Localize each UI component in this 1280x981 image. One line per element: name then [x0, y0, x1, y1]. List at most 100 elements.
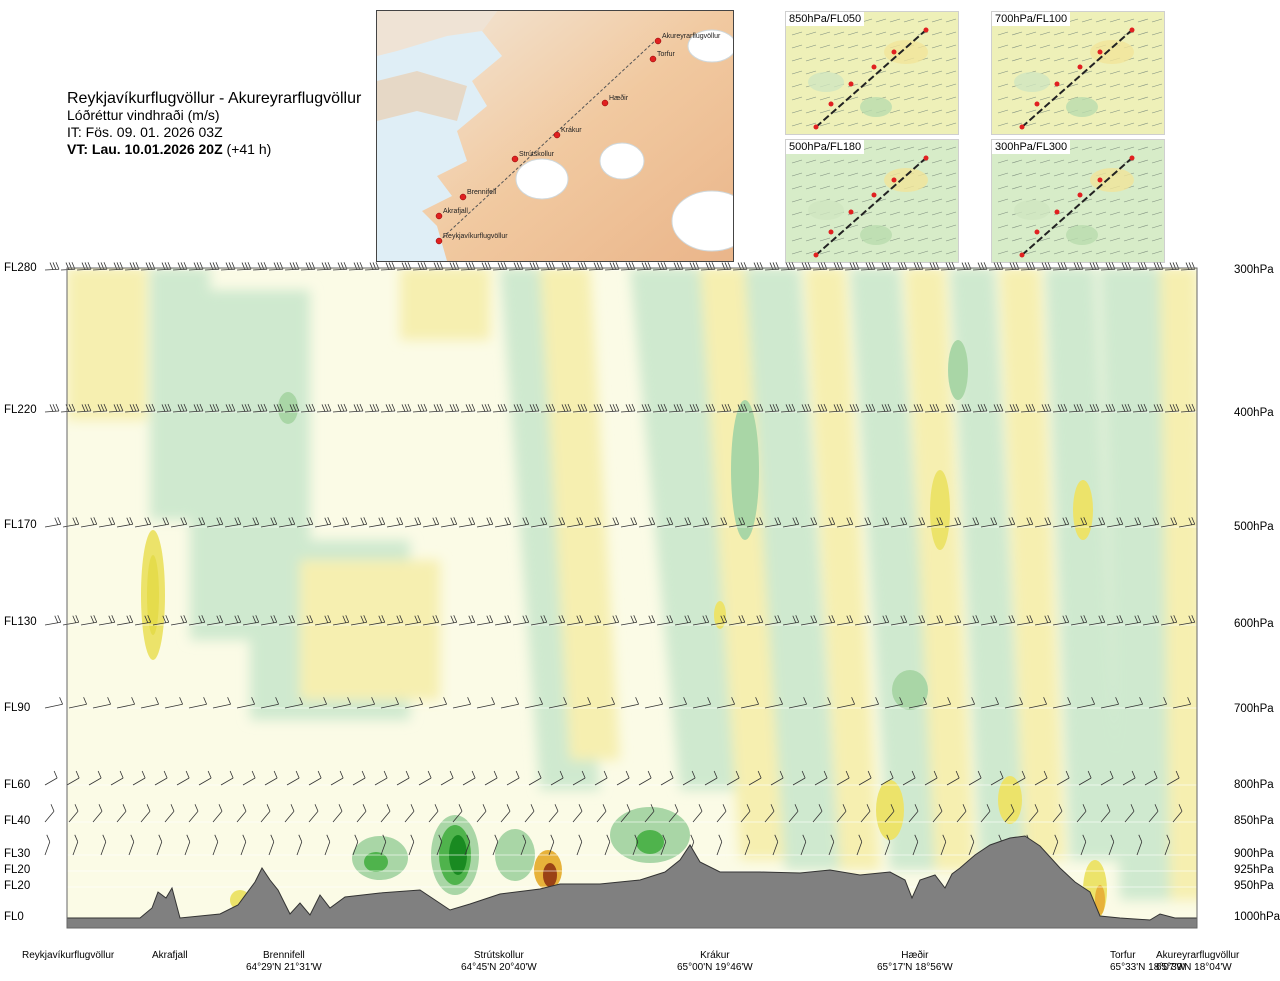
wind-barb-staff: [44, 621, 61, 626]
wind-barb-feather: [72, 615, 77, 623]
wind-barb-feather: [167, 403, 172, 412]
wind-barb-feather: [372, 404, 377, 412]
minimap-barb: [1039, 122, 1051, 127]
wind-barb-staff: [716, 841, 723, 856]
minimap-barb: [1151, 185, 1163, 190]
minimap-850: 850hPa/FL050: [785, 11, 959, 135]
wind-barb-feather: [227, 697, 231, 705]
wind-barb-feather: [914, 834, 919, 843]
wind-barb-staff: [1076, 811, 1087, 823]
minimap-barb: [1025, 185, 1037, 190]
wind-barb-feather: [75, 517, 80, 525]
wind-barb-feather: [453, 517, 458, 525]
wind-barb-feather: [519, 403, 524, 412]
minimap-barb: [931, 172, 943, 177]
wind-barb-staff: [728, 621, 745, 626]
station-label: Torfur 65°33'N 18°07'W: [1110, 950, 1186, 974]
wind-barb-feather: [1087, 770, 1092, 779]
wind-barb-feather: [1143, 403, 1148, 412]
wind-barb-staff: [72, 841, 79, 856]
field-blob: [892, 670, 928, 710]
wind-barb-staff: [332, 523, 349, 528]
wind-barb-staff: [1034, 523, 1051, 528]
wind-barb-feather: [865, 404, 870, 412]
wind-barb-feather: [737, 404, 742, 412]
wind-barb-staff: [188, 523, 205, 528]
wind-barb-feather: [68, 404, 73, 412]
field-bands: [67, 268, 1197, 900]
minimap-barb: [1053, 122, 1065, 127]
minimap-route-point: [813, 252, 819, 258]
wind-barb-staff: [876, 410, 891, 413]
wind-barb-staff: [1160, 621, 1177, 626]
wind-barb-feather: [550, 834, 555, 843]
minimap-barb: [1025, 159, 1037, 164]
minimap-barb: [847, 57, 859, 62]
wind-barb-staff: [1036, 268, 1052, 271]
wind-barb-feather: [648, 615, 653, 623]
wind-barb-staff: [980, 523, 997, 528]
wind-barb-staff: [812, 811, 823, 823]
minimap-barb: [1109, 159, 1121, 164]
wind-barb-feather: [687, 615, 692, 623]
wind-barb-feather: [1057, 404, 1062, 412]
wind-barb-feather: [993, 404, 998, 412]
wind-barb-feather: [545, 404, 550, 412]
wind-barb-staff: [92, 703, 111, 709]
wind-barb-staff: [932, 703, 951, 709]
wind-barb-staff: [988, 268, 1004, 271]
minimap-barb: [1095, 109, 1107, 114]
field-blob: [147, 555, 159, 635]
minimap-barb: [1095, 198, 1107, 203]
wind-barb-feather: [914, 804, 919, 812]
minimap-barb: [903, 83, 915, 88]
wind-barb-staff: [854, 523, 871, 528]
wind-barb-feather: [828, 517, 833, 525]
minimap-barb: [1053, 109, 1065, 114]
wind-barb-staff: [128, 841, 135, 856]
wind-barb-feather: [270, 615, 275, 623]
wind-barb-staff: [812, 268, 828, 271]
wind-barb-staff: [44, 410, 59, 413]
wind-barb-feather: [270, 834, 275, 843]
minimap-700: 700hPa/FL100: [991, 11, 1165, 135]
wind-barb-staff: [436, 841, 443, 856]
wind-barb-staff: [1052, 621, 1069, 626]
wind-barb-feather: [148, 404, 153, 412]
wind-barb-feather: [396, 517, 401, 525]
wind-barb-feather: [691, 770, 696, 779]
minimap-barb: [917, 237, 929, 242]
wind-barb-feather: [305, 404, 310, 412]
wind-barb-staff: [140, 268, 156, 271]
wind-barb-staff: [796, 410, 811, 413]
wind-barb-feather: [1108, 404, 1113, 412]
minimap-barb: [833, 96, 845, 101]
wind-barb-staff: [1100, 703, 1119, 709]
wind-barb-staff: [80, 523, 97, 528]
minimap-route-point: [1034, 229, 1040, 235]
wind-barb-staff: [1178, 523, 1195, 528]
wind-barb-feather: [794, 804, 799, 812]
minimap-barb: [1011, 122, 1023, 127]
wind-barb-feather: [81, 404, 86, 412]
minimap-barb: [1081, 159, 1093, 164]
wind-barb-feather: [537, 770, 542, 779]
minimap-barb: [1025, 172, 1037, 177]
wind-barb-feather: [516, 404, 521, 412]
wind-barb-feather: [705, 517, 710, 525]
wind-barb-feather: [180, 615, 185, 623]
wind-barb-feather: [900, 404, 905, 412]
minimap-barb: [889, 31, 901, 36]
wind-barb-feather: [378, 517, 383, 525]
wind-barb-feather: [831, 517, 836, 525]
station-label: Strútskollur 64°45'N 20°40'W: [461, 950, 537, 974]
wind-barb-feather: [631, 403, 636, 412]
wind-barb-feather: [899, 697, 903, 705]
wind-barb-feather: [779, 697, 783, 705]
wind-barb-feather: [1043, 697, 1047, 705]
wind-barb-feather: [1170, 615, 1175, 623]
wind-barb-feather: [551, 403, 556, 412]
wind-barb-staff: [62, 621, 79, 626]
wind-barb-staff: [368, 621, 385, 626]
wind-barb-feather: [849, 615, 854, 623]
